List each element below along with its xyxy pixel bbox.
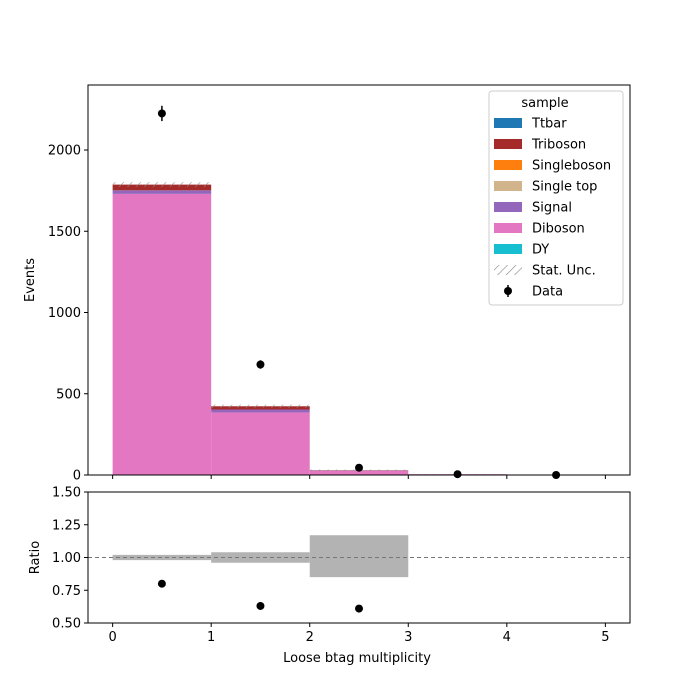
legend-label-single-top: Single top xyxy=(532,180,597,195)
legend-label-signal: Signal xyxy=(532,201,572,216)
y-tick-label: 2000 xyxy=(48,144,81,159)
y-tick-label: 1000 xyxy=(48,306,81,321)
ratio-y-tick-label: 0.50 xyxy=(52,617,81,632)
ratio-point xyxy=(355,604,363,613)
ratio-y-tick-label: 0.75 xyxy=(52,584,81,599)
ratio-x-tick-label: 0 xyxy=(108,630,116,645)
legend-label-stat-unc-: Stat. Unc. xyxy=(532,264,596,279)
bar-triboson xyxy=(112,184,212,191)
legend-swatch-ttbar xyxy=(494,118,522,128)
legend-label-triboson: Triboson xyxy=(531,138,586,153)
ratio-x-tick-label: 4 xyxy=(503,630,511,645)
main-plot-marks xyxy=(112,105,561,479)
bar-diboson xyxy=(112,193,212,475)
ratio-x-tick-label: 3 xyxy=(404,630,412,645)
legend-swatch-singleboson xyxy=(494,160,522,170)
main-plot-frame xyxy=(87,84,631,476)
bar-signal xyxy=(211,409,310,413)
ratio-y-tick-label: 1.25 xyxy=(52,518,81,533)
main-y-axis-label: Events xyxy=(23,258,38,302)
ratio-point xyxy=(256,601,265,610)
ratio-y-axis-label: Ratio xyxy=(28,541,43,574)
ratio-unc-band xyxy=(309,535,409,578)
legend-label-ttbar: Ttbar xyxy=(531,117,567,132)
legend: sample Ttbar Triboson Singleboson Single top… xyxy=(488,90,624,306)
legend-swatch-single-top xyxy=(494,181,522,191)
legend-label-data: Data xyxy=(532,285,563,300)
data-point xyxy=(256,360,265,369)
y-tick-label: 500 xyxy=(56,387,81,402)
ratio-x-tick-label: 5 xyxy=(601,630,609,645)
legend-label-dy: DY xyxy=(532,243,549,258)
ratio-axes: 0.50 0.75 1.00 1.25 1.50 0 1 2 3 4 5 xyxy=(52,486,609,646)
legend-swatch-stat-unc xyxy=(494,265,522,275)
data-point xyxy=(453,470,462,479)
ratio-point xyxy=(157,579,166,588)
main-axes: 0 500 1000 1500 2000 xyxy=(48,144,606,484)
ratio-unc-band xyxy=(211,552,310,563)
stat-unc-band xyxy=(112,182,212,188)
data-point xyxy=(157,109,166,118)
x-axis-label: Loose btag multiplicity xyxy=(283,651,431,666)
legend-swatch-dy xyxy=(494,244,522,254)
y-tick-label: 1500 xyxy=(48,225,81,240)
data-point xyxy=(355,463,363,472)
ratio-x-tick-label: 2 xyxy=(306,630,314,645)
legend-label-singleboson: Singleboson xyxy=(532,159,611,174)
ratio-plot-marks xyxy=(88,535,630,613)
legend-swatch-data-marker xyxy=(504,287,512,295)
ratio-y-tick-label: 1.00 xyxy=(52,551,81,566)
legend-title: sample xyxy=(521,96,568,111)
stat-unc-band xyxy=(211,404,310,408)
legend-swatch-triboson xyxy=(494,139,522,149)
legend-swatch-signal xyxy=(494,202,522,212)
legend-swatch-diboson xyxy=(494,223,522,233)
bar-diboson xyxy=(309,470,409,475)
bar-diboson xyxy=(211,412,310,475)
bar-signal xyxy=(112,190,212,194)
ratio-y-tick-label: 1.50 xyxy=(52,486,81,501)
legend-box xyxy=(488,90,624,306)
ratio-x-tick-label: 1 xyxy=(207,630,215,645)
y-tick-label: 0 xyxy=(73,469,81,484)
legend-label-diboson: Diboson xyxy=(532,222,585,237)
